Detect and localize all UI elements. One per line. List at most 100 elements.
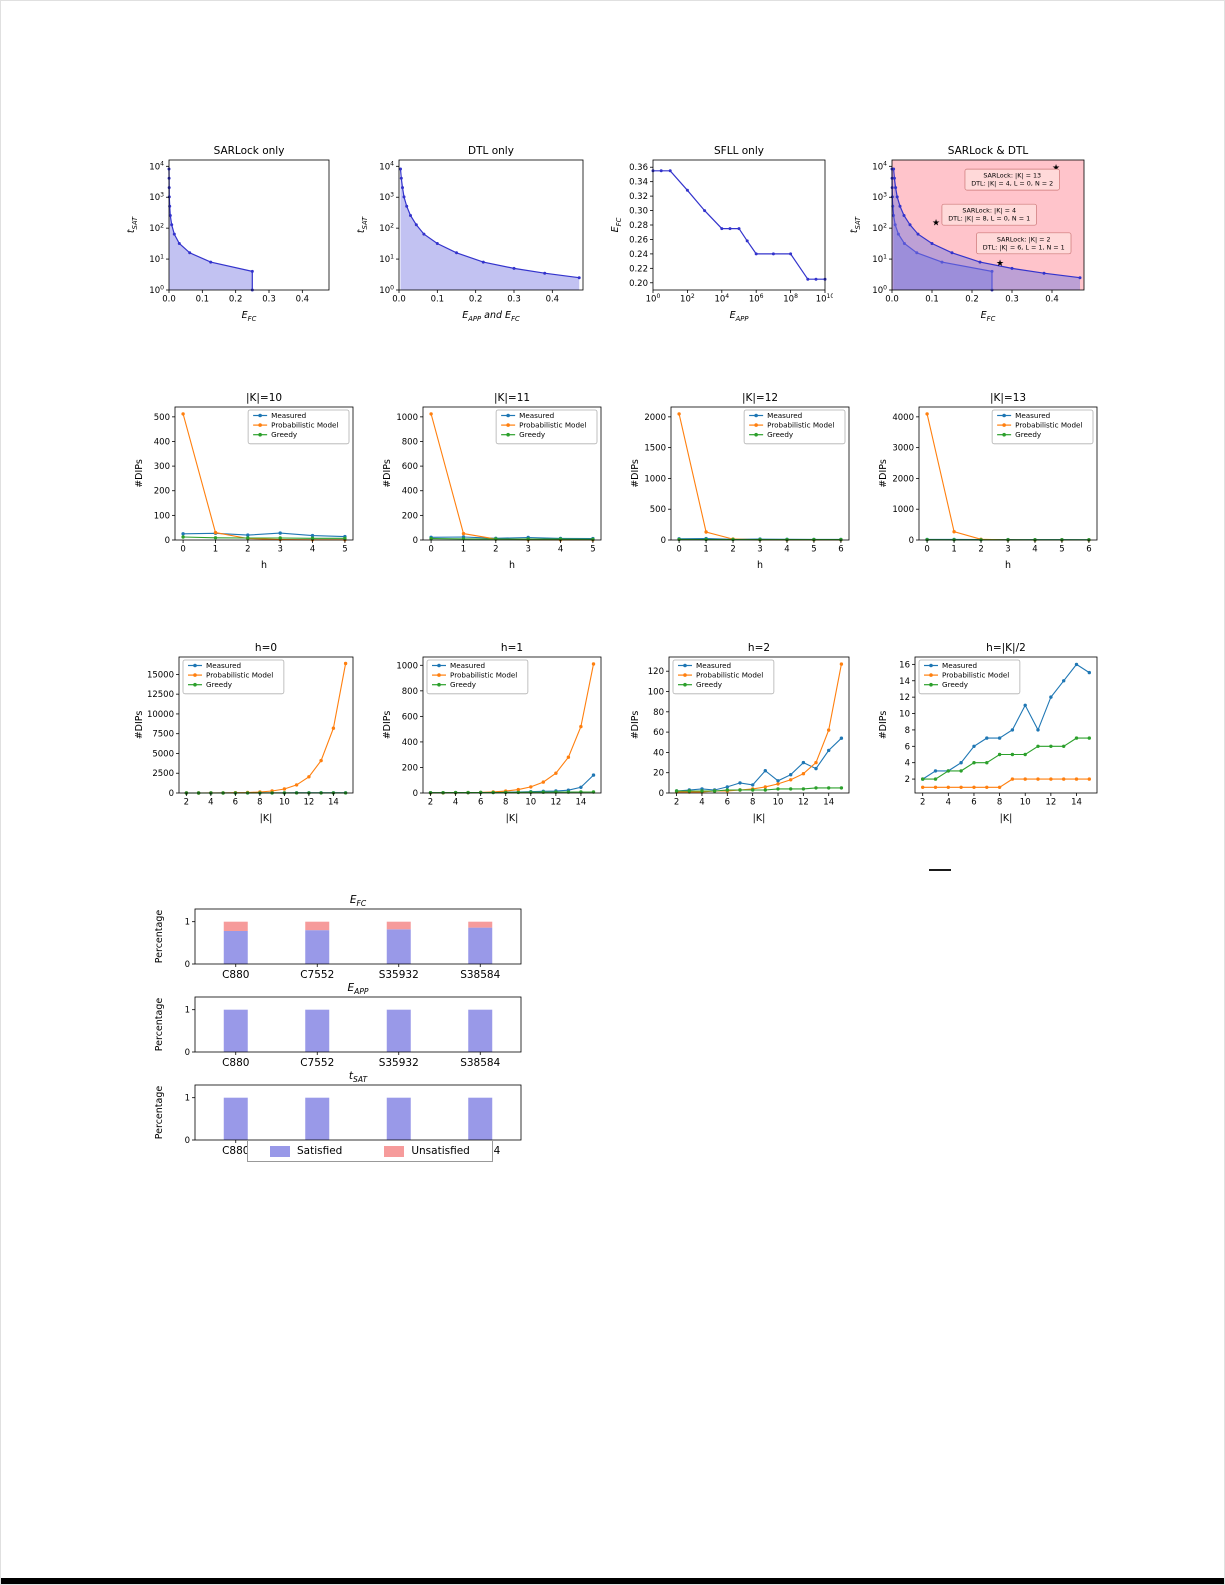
svg-text:20: 20 (653, 769, 664, 779)
svg-text:h: h (261, 560, 267, 571)
svg-text:1000: 1000 (892, 505, 914, 515)
svg-text:4: 4 (453, 798, 458, 808)
svg-text:8: 8 (503, 798, 508, 808)
svg-text:102: 102 (872, 223, 887, 235)
svg-text:5: 5 (1059, 545, 1064, 555)
svg-text:1000: 1000 (396, 661, 418, 671)
svg-text:0: 0 (428, 545, 433, 555)
svg-text:8: 8 (997, 798, 1002, 808)
svg-text:200: 200 (154, 487, 170, 497)
svg-text:60: 60 (653, 728, 664, 738)
svg-text:0.3: 0.3 (1005, 295, 1019, 305)
svg-text:2: 2 (428, 798, 433, 808)
svg-text:1: 1 (213, 545, 218, 555)
svg-text:#DIPs: #DIPs (878, 711, 889, 740)
chart-h-half-k: 2 4 6 8 10 12 14 2 4 6 8 10 12 14 16 h=|K|/2 |K| #DIPs Mea… (875, 639, 1105, 825)
svg-text:6: 6 (1086, 545, 1091, 555)
svg-text:4: 4 (558, 545, 563, 555)
satisfied-unsatisfied-legend: Satisfied Unsatisfied (247, 1140, 493, 1162)
svg-text:Greedy: Greedy (767, 430, 794, 439)
svg-text:SARLock: |K| = 4: SARLock: |K| = 4 (962, 207, 1016, 215)
svg-text:12: 12 (303, 798, 314, 808)
svg-text:14: 14 (1071, 798, 1082, 808)
chart-k12: 0 1 2 3 4 5 6 0 500 1000 1500 2000 |K|=12 h #DIPs Measu… (627, 389, 857, 572)
svg-text:2: 2 (730, 545, 735, 555)
svg-text:400: 400 (402, 738, 418, 748)
svg-text:3: 3 (757, 545, 762, 555)
svg-text:6: 6 (478, 798, 483, 808)
svg-text:0.30: 0.30 (629, 207, 648, 217)
chart-eapp-bars: C880 C7552 S35932 S38584 0 1 EAPP Percentage (151, 982, 531, 1070)
svg-text:EAPP: EAPP (730, 310, 750, 322)
svg-text:1000: 1000 (644, 474, 666, 484)
svg-text:1: 1 (185, 1006, 190, 1016)
svg-text:S38584: S38584 (460, 1057, 500, 1069)
svg-text:#DIPs: #DIPs (382, 711, 393, 740)
svg-text:Probabilistic Model: Probabilistic Model (271, 421, 338, 430)
svg-text:103: 103 (149, 192, 164, 204)
svg-text:6: 6 (905, 742, 910, 752)
svg-text:2000: 2000 (892, 474, 914, 484)
svg-text:200: 200 (402, 511, 418, 521)
svg-text:100: 100 (154, 511, 170, 521)
svg-text:8: 8 (257, 798, 262, 808)
svg-text:108: 108 (783, 293, 798, 305)
svg-text:5000: 5000 (152, 749, 174, 759)
svg-text:S38584: S38584 (460, 969, 500, 981)
svg-text:0: 0 (185, 1048, 190, 1058)
svg-text:40: 40 (653, 748, 664, 758)
svg-text:DTL only: DTL only (468, 145, 514, 157)
svg-text:Measured: Measured (519, 411, 554, 420)
svg-text:S35932: S35932 (379, 969, 419, 981)
svg-text:0: 0 (169, 789, 174, 799)
svg-text:EAPP and EFC: EAPP and EFC (462, 310, 520, 322)
svg-text:Probabilistic Model: Probabilistic Model (450, 671, 517, 680)
svg-text:400: 400 (154, 437, 170, 447)
svg-text:8: 8 (905, 726, 910, 736)
svg-text:Probabilistic Model: Probabilistic Model (942, 671, 1009, 680)
svg-text:0.0: 0.0 (392, 295, 406, 305)
svg-text:Percentage: Percentage (154, 910, 165, 964)
svg-text:Probabilistic Model: Probabilistic Model (519, 421, 586, 430)
svg-text:500: 500 (154, 413, 170, 423)
svg-text:101: 101 (379, 254, 394, 266)
chart-sarlock-and-dtl: 0.0 0.1 0.2 0.3 0.4 100 101 102 103 104 SARLock & … (846, 142, 1092, 322)
chart-k10: 0 1 2 3 4 5 0 100 200 300 400 500 |K|=10 h #DIPs Measur… (131, 389, 361, 572)
svg-text:100: 100 (648, 688, 664, 698)
svg-text:0: 0 (185, 1136, 190, 1146)
svg-text:500: 500 (650, 505, 666, 515)
svg-text:0.2: 0.2 (229, 295, 243, 305)
svg-text:#DIPs: #DIPs (630, 711, 641, 740)
svg-text:100: 100 (149, 284, 164, 296)
svg-text:#DIPs: #DIPs (630, 459, 641, 488)
chart-h1: 2 4 6 8 10 12 14 0 200 400 600 800 1000 h=1 |K| #DIPs Me… (379, 639, 609, 825)
svg-text:★: ★ (996, 259, 1004, 269)
svg-text:0.4: 0.4 (296, 295, 310, 305)
svg-text:1: 1 (461, 545, 466, 555)
svg-text:0: 0 (413, 536, 418, 546)
svg-text:800: 800 (402, 687, 418, 697)
svg-text:tSAT: tSAT (356, 216, 369, 233)
svg-text:SARLock: |K| = 13: SARLock: |K| = 13 (983, 172, 1041, 180)
svg-text:4: 4 (699, 798, 704, 808)
svg-text:Greedy: Greedy (271, 430, 298, 439)
svg-text:tSAT: tSAT (349, 1070, 369, 1084)
svg-text:2: 2 (245, 545, 250, 555)
svg-text:0.3: 0.3 (507, 295, 521, 305)
svg-text:0.4: 0.4 (546, 295, 560, 305)
svg-text:C880: C880 (222, 969, 249, 981)
svg-text:100: 100 (379, 284, 394, 296)
svg-text:Probabilistic Model: Probabilistic Model (767, 421, 834, 430)
svg-text:DTL: |K| = 4, L = 0, N = 2: DTL: |K| = 4, L = 0, N = 2 (971, 180, 1053, 188)
svg-text:Greedy: Greedy (696, 680, 723, 689)
svg-text:2: 2 (978, 545, 983, 555)
svg-text:4: 4 (310, 545, 315, 555)
svg-text:h=1: h=1 (501, 642, 523, 654)
svg-text:|K|: |K| (1000, 813, 1013, 824)
svg-text:0.2: 0.2 (965, 295, 979, 305)
svg-text:2: 2 (920, 798, 925, 808)
svg-text:4: 4 (208, 798, 213, 808)
svg-text:300: 300 (154, 462, 170, 472)
svg-text:0.1: 0.1 (925, 295, 939, 305)
